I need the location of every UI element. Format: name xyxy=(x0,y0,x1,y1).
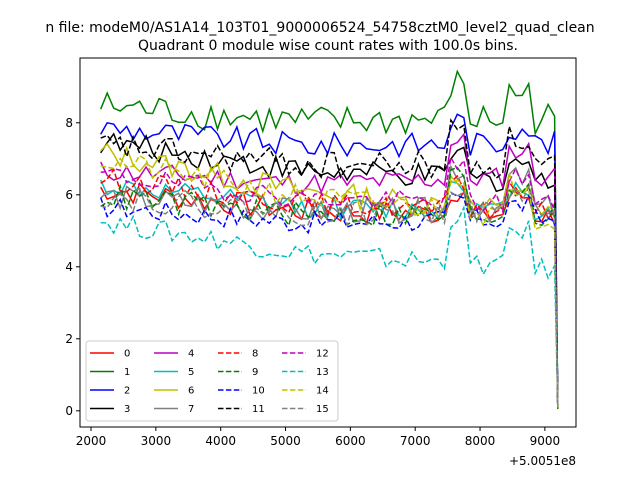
x-tick-label: 6000 xyxy=(335,434,366,448)
legend-label-9: 9 xyxy=(252,367,258,378)
series-line-15 xyxy=(100,185,559,408)
series-line-2 xyxy=(100,113,559,408)
y-axis: 0 2 4 6 8 xyxy=(65,116,80,418)
series-line-4 xyxy=(100,132,559,408)
legend-label-3: 3 xyxy=(124,404,130,415)
x-axis: 2000 3000 4000 5000 6000 7000 8000 9000 xyxy=(76,427,560,448)
legend-label-5: 5 xyxy=(188,367,194,378)
x-offset-label: +5.0051e8 xyxy=(509,454,576,468)
series-line-12 xyxy=(100,155,559,408)
y-tick-label: 6 xyxy=(65,188,73,202)
legend-label-7: 7 xyxy=(188,404,194,415)
x-tick-label: 7000 xyxy=(400,434,431,448)
x-tick-label: 2000 xyxy=(76,434,107,448)
x-tick-label: 5000 xyxy=(270,434,301,448)
legend-label-12: 12 xyxy=(316,349,329,360)
legend-label-10: 10 xyxy=(252,386,265,397)
legend-label-2: 2 xyxy=(124,386,130,397)
y-tick-label: 0 xyxy=(65,404,73,418)
figure-suptitle: n file: modeM0/AS1A14_103T01_9000006524_… xyxy=(45,20,594,36)
x-tick-label: 8000 xyxy=(465,434,496,448)
legend-box xyxy=(85,340,339,422)
legend-label-4: 4 xyxy=(188,349,194,360)
y-tick-label: 4 xyxy=(65,260,73,274)
legend-label-8: 8 xyxy=(252,349,258,360)
series-line-6 xyxy=(100,142,559,408)
legend-label-6: 6 xyxy=(188,386,194,397)
x-tick-label: 4000 xyxy=(205,434,236,448)
legend-label-0: 0 xyxy=(124,349,130,360)
y-tick-label: 2 xyxy=(65,332,73,346)
series-line-10 xyxy=(99,192,559,408)
x-tick-label: 9000 xyxy=(530,434,561,448)
series-line-14 xyxy=(100,154,559,408)
series-layer xyxy=(99,69,559,410)
series-line-13 xyxy=(100,204,559,408)
legend-label-13: 13 xyxy=(316,367,329,378)
legend-label-15: 15 xyxy=(316,404,329,415)
chart-title: Quadrant 0 module wise count rates with … xyxy=(138,38,518,54)
legend-label-14: 14 xyxy=(316,386,329,397)
series-line-11 xyxy=(100,118,559,408)
legend-label-1: 1 xyxy=(124,367,130,378)
x-tick-label: 3000 xyxy=(141,434,172,448)
series-line-1 xyxy=(100,69,559,410)
plot-frame xyxy=(79,57,577,428)
y-tick-label: 8 xyxy=(65,116,73,130)
legend-label-11: 11 xyxy=(252,404,265,415)
